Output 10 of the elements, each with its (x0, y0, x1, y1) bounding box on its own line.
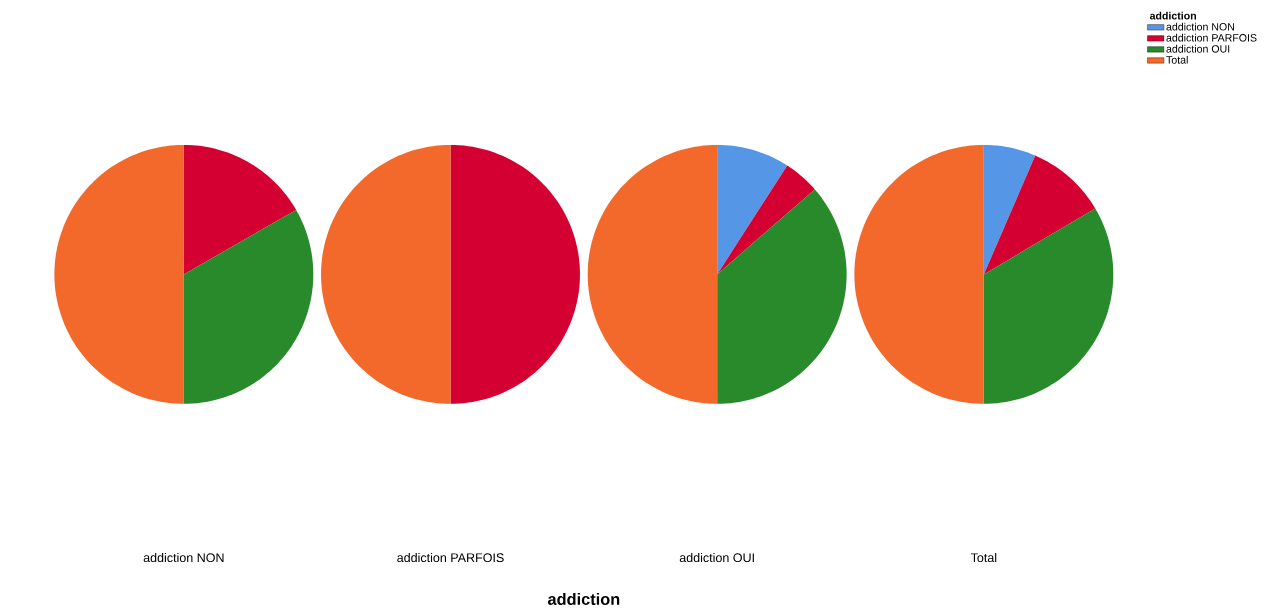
text: addiction PARFOIS (397, 553, 504, 563)
text: addiction OUI (679, 553, 754, 563)
legend-label: addiction NON (1166, 22, 1234, 31)
text: Total (970, 553, 997, 563)
legend-title: addiction (1149, 11, 1196, 20)
legend-label: Total (1166, 56, 1188, 64)
legend-label: addiction PARFOIS (1166, 33, 1257, 42)
text: addiction NON (143, 553, 224, 563)
legend-label: addiction OUI (1166, 45, 1230, 53)
text: addiction (547, 593, 620, 606)
